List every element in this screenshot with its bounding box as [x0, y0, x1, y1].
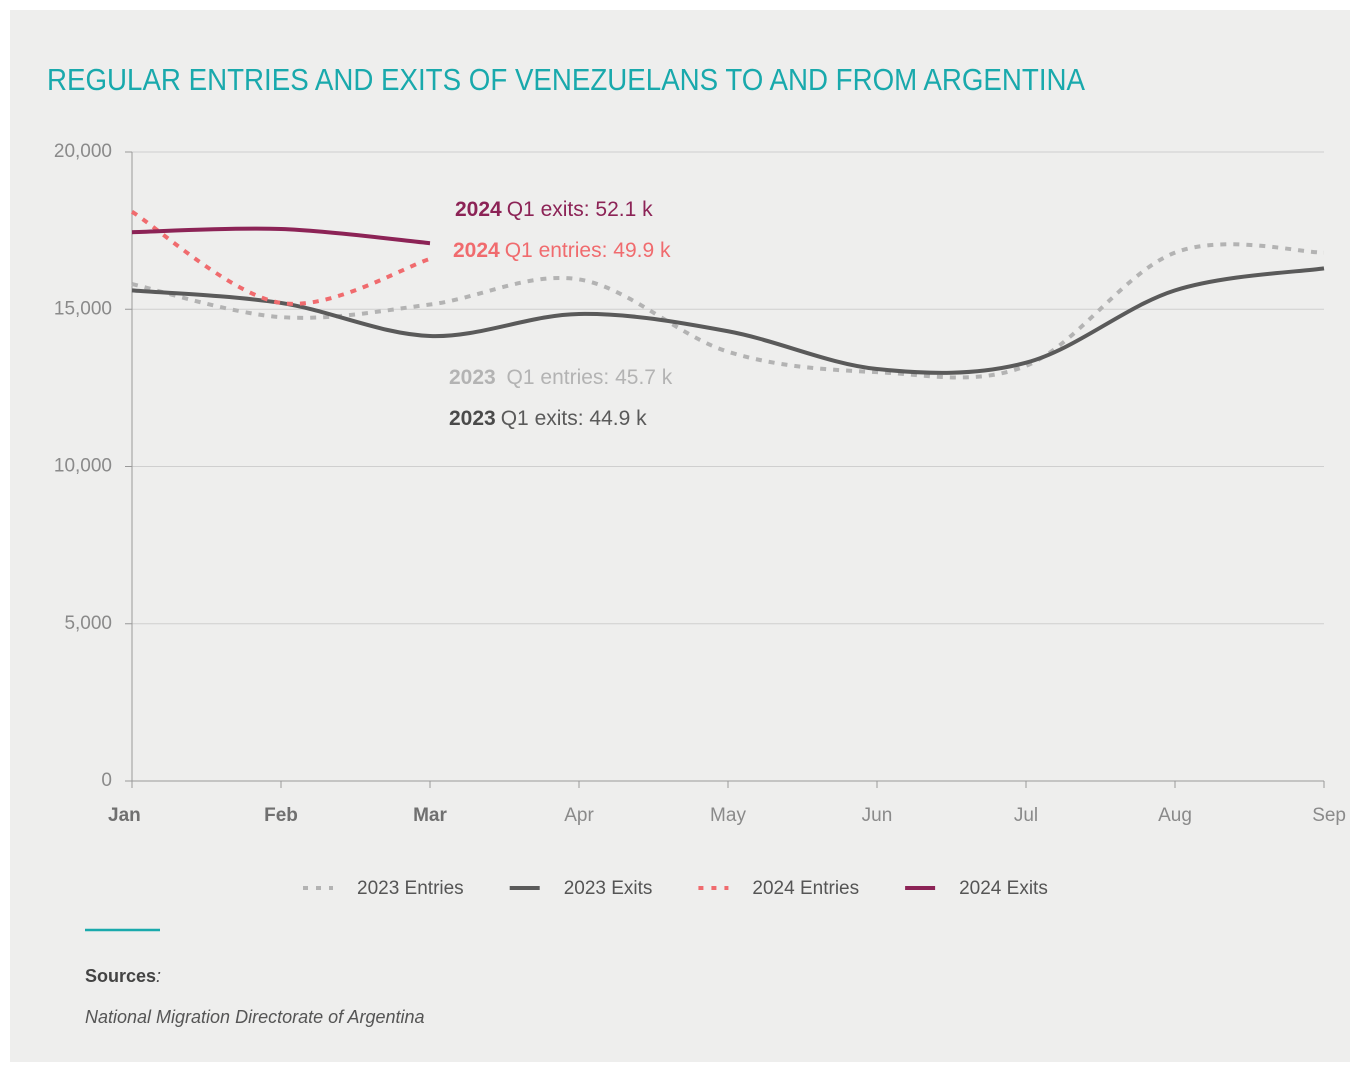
x-tick-label: Jun — [862, 805, 893, 826]
annotation-year: 2024 — [453, 239, 500, 262]
legend-label: 2024 Exits — [959, 878, 1048, 899]
legend-label: 2024 Entries — [752, 878, 859, 899]
legend-label: 2023 Entries — [357, 878, 464, 899]
annotation-text: Q1 entries: 49.9 k — [505, 239, 671, 262]
annotation: 2024 Q1 entries: 49.9 k — [453, 239, 671, 262]
x-tick-label: Jul — [1014, 805, 1038, 826]
x-tick-label: May — [710, 805, 746, 826]
annotation-year: 2023 — [449, 366, 496, 389]
series-line — [131, 226, 431, 246]
annotation-text: Q1 entries: 45.7 k — [501, 366, 673, 389]
x-tick-label: Mar — [413, 805, 447, 826]
annotation: 2023 Q1 exits: 44.9 k — [449, 407, 647, 430]
series-line — [131, 266, 1325, 375]
y-tick-label: 20,000 — [54, 141, 112, 162]
x-tick-label: Apr — [564, 805, 594, 826]
y-tick-label: 0 — [101, 770, 112, 791]
annotation-text: Q1 exits: 52.1 k — [507, 198, 653, 221]
panel — [10, 10, 1350, 1062]
annotation-year: 2024 — [455, 198, 502, 221]
sources-label: Sources — [85, 966, 156, 986]
chart-title: REGULAR ENTRIES AND EXITS OF VENEZUELANS… — [47, 62, 1085, 97]
x-tick-label: Jan — [108, 805, 141, 826]
annotation-text: Q1 exits: 44.9 k — [501, 407, 647, 430]
legend-label: 2023 Exits — [564, 878, 653, 899]
y-tick-label: 15,000 — [54, 298, 112, 319]
y-tick-label: 5,000 — [64, 613, 112, 634]
sources-heading: Sources: — [85, 966, 161, 986]
sources-punct: : — [156, 966, 161, 986]
series-line — [130, 210, 431, 306]
sources-text: National Migration Directorate of Argent… — [85, 1007, 425, 1027]
annotation: 2024 Q1 exits: 52.1 k — [455, 198, 653, 221]
x-tick-label: Feb — [264, 805, 298, 826]
annotation-year: 2023 — [449, 407, 496, 430]
x-tick-label: Aug — [1158, 805, 1192, 826]
annotation: 2023 Q1 entries: 45.7 k — [449, 366, 673, 389]
x-tick-label: Sep — [1312, 805, 1346, 826]
series-line — [131, 242, 1325, 380]
y-tick-label: 10,000 — [54, 456, 112, 477]
